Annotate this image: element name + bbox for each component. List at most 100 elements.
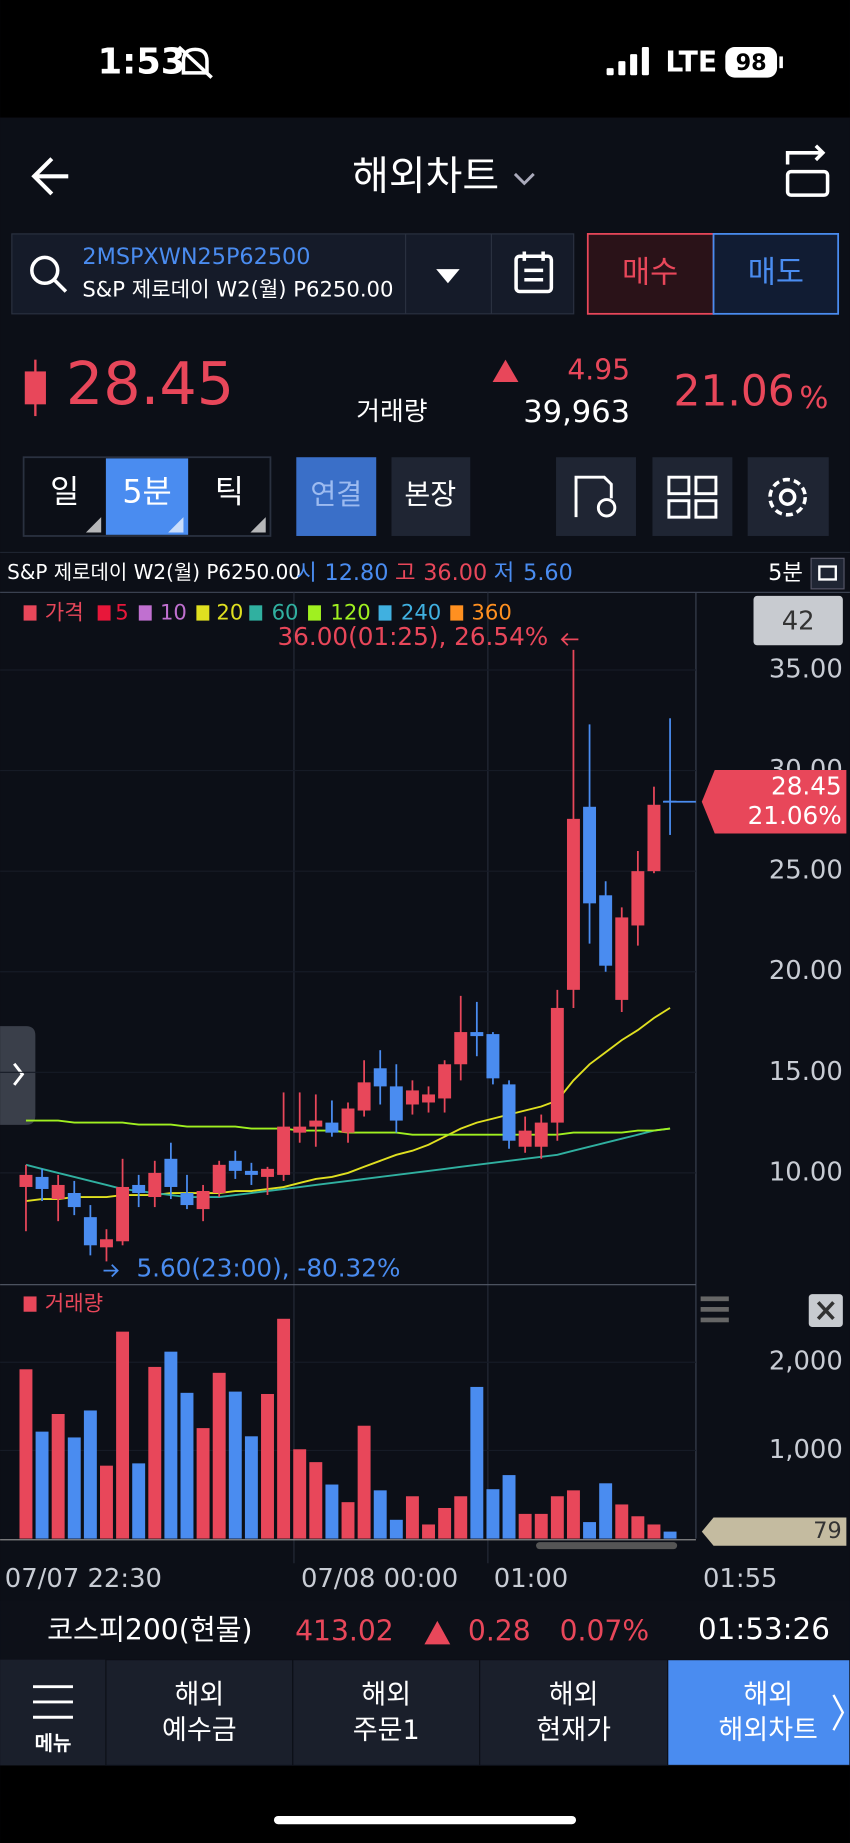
candle-body	[212, 1164, 226, 1193]
dropdown-button[interactable]	[436, 269, 460, 284]
volume-bar	[647, 1524, 661, 1539]
link-button[interactable]	[296, 457, 377, 536]
header-title[interactable]: 해외차트	[352, 154, 499, 200]
buy-label[interactable]: 매수	[622, 255, 678, 290]
main-session-button[interactable]	[391, 457, 471, 536]
link-label[interactable]: 연결	[310, 478, 362, 511]
rotate-icon[interactable]	[785, 144, 830, 197]
side-tab-arrow	[13, 1062, 25, 1086]
x-tick-label: 07/07 22:30	[5, 1564, 162, 1594]
volume-bar	[583, 1522, 597, 1539]
volume-bar	[631, 1516, 645, 1539]
nav-item[interactable]	[667, 1659, 850, 1767]
buy-button[interactable]	[586, 233, 715, 315]
candle-body	[647, 804, 661, 872]
period-toggle[interactable]	[810, 557, 845, 590]
nav-item-line1[interactable]: 해외	[549, 1680, 599, 1711]
ticker-price: 413.02	[295, 1615, 394, 1648]
layout-button[interactable]	[652, 457, 733, 536]
nav-item[interactable]	[292, 1659, 481, 1767]
legend-swatch	[450, 605, 464, 621]
nav-item-line2[interactable]: 예수금	[162, 1715, 237, 1746]
change-percent: 21.06	[674, 366, 795, 415]
settings-icon	[768, 477, 807, 517]
legend-swatch	[23, 1296, 37, 1312]
volume-bar	[261, 1393, 274, 1539]
candle-body	[341, 1108, 355, 1133]
nav-arrow	[832, 1694, 845, 1731]
nav-item[interactable]	[105, 1659, 294, 1767]
candle-body	[357, 1082, 371, 1111]
legend-swatch	[97, 605, 111, 621]
volume-value: 39,963	[523, 395, 630, 430]
nav-item-line1[interactable]: 해외	[361, 1680, 411, 1711]
volume-bar	[341, 1502, 355, 1539]
settings-button[interactable]	[747, 457, 829, 536]
legend-swatch	[308, 605, 321, 621]
candle-body	[244, 1170, 258, 1175]
y-tick-label: 2,000	[769, 1347, 843, 1377]
search-box[interactable]	[11, 233, 575, 315]
candle-body	[132, 1184, 146, 1193]
count-box[interactable]	[753, 595, 843, 646]
volume-bar	[486, 1489, 500, 1539]
volume-bar	[599, 1483, 613, 1539]
tab[interactable]: 일	[50, 475, 79, 511]
pane-menu-icon[interactable]	[700, 1296, 729, 1323]
nav-item-line2[interactable]: 해외차트	[719, 1715, 818, 1746]
candle-body	[164, 1158, 178, 1187]
active-tab	[105, 458, 189, 535]
sell-button[interactable]	[712, 233, 840, 315]
menu-icon[interactable]	[33, 1685, 73, 1719]
signal-icon	[606, 47, 649, 76]
tab[interactable]: 5분	[122, 475, 171, 511]
doc-settings-button[interactable]	[556, 457, 636, 536]
percent-unit: %	[799, 381, 828, 416]
calendar-button[interactable]	[514, 251, 554, 294]
side-tab[interactable]	[0, 1026, 36, 1125]
nav-item-line1[interactable]: 해외	[743, 1680, 793, 1711]
candle-body	[422, 1094, 435, 1103]
volume-bar	[357, 1425, 371, 1539]
scrollbar[interactable]	[536, 1542, 678, 1550]
bell-off-icon	[177, 45, 213, 79]
candle-body	[67, 1192, 81, 1208]
candle-body	[373, 1068, 387, 1087]
volume-bar	[389, 1519, 403, 1539]
volume-bar	[325, 1484, 339, 1539]
candle-icon	[24, 359, 46, 417]
nav-item[interactable]	[479, 1659, 669, 1767]
volume-bar	[422, 1524, 435, 1539]
volume-bar	[663, 1531, 677, 1539]
volume-bar	[566, 1490, 580, 1539]
tab[interactable]: 틱	[215, 475, 244, 511]
ticker-up-triangle	[424, 1620, 451, 1645]
title-chevron[interactable]	[513, 172, 535, 186]
candle-body	[631, 871, 645, 926]
volume-bar	[116, 1331, 130, 1539]
nav-item-line2[interactable]: 현재가	[536, 1715, 611, 1746]
main-session-label[interactable]: 본장	[404, 478, 456, 511]
candle-body	[583, 806, 597, 904]
nav-item-line2[interactable]: 주문1	[353, 1715, 420, 1746]
sell-label[interactable]: 매도	[748, 255, 804, 290]
ticker-time: 01:53:26	[698, 1612, 830, 1646]
y-tick-label: 15.00	[769, 1057, 843, 1087]
candle-body	[116, 1186, 130, 1242]
low-arrow	[103, 1264, 119, 1278]
home-area	[0, 1765, 850, 1843]
nav-item-line1[interactable]: 해외	[174, 1680, 224, 1711]
candle-body	[293, 1126, 307, 1133]
x-tick-label: 01:55	[703, 1564, 777, 1594]
candle-body	[180, 1192, 194, 1206]
candle-body	[51, 1184, 65, 1200]
legend-label: 가격	[45, 600, 84, 625]
ticker-change-pct: 0.07%	[560, 1615, 650, 1648]
count-value[interactable]: 42	[782, 606, 815, 636]
candle-body	[486, 1034, 500, 1079]
volume-bar	[293, 1449, 307, 1539]
candle-body	[100, 1239, 113, 1248]
back-button[interactable]	[31, 157, 69, 196]
menu-label[interactable]: 메뉴	[35, 1731, 72, 1755]
